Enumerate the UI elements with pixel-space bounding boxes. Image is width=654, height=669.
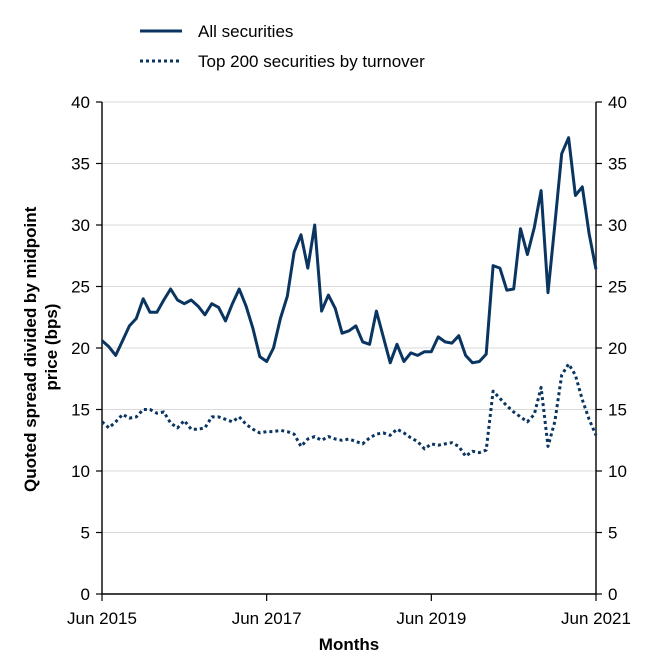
axes bbox=[96, 101, 602, 601]
x-tick-label-72: Jun 2021 bbox=[561, 609, 631, 628]
y-tick-label-left-40: 40 bbox=[71, 93, 90, 112]
legend-label-top-200: Top 200 securities by turnover bbox=[198, 52, 425, 71]
x-tick-label-0: Jun 2015 bbox=[67, 609, 137, 628]
y-tick-label-left-0: 0 bbox=[81, 585, 90, 604]
y-tick-label-left-30: 30 bbox=[71, 216, 90, 235]
y-tick-label-right-10: 10 bbox=[608, 462, 627, 481]
y-tick-label-right-40: 40 bbox=[608, 93, 627, 112]
x-axis-title: Months bbox=[319, 635, 379, 654]
y-tick-label-left-25: 25 bbox=[71, 278, 90, 297]
x-tick-label-48: Jun 2019 bbox=[396, 609, 466, 628]
y-tick-label-right-15: 15 bbox=[608, 401, 627, 420]
tick-labels: 0 0 5 5 10 10 15 15 20 20 25 25 30 30 35 35 40 40 Jun 2015… bbox=[67, 93, 631, 628]
y-tick-label-right-25: 25 bbox=[608, 278, 627, 297]
legend: All securities Top 200 securities by tur… bbox=[140, 22, 425, 71]
y-tick-label-right-5: 5 bbox=[608, 524, 617, 543]
series-lines bbox=[100, 136, 598, 458]
y-tick-label-right-20: 20 bbox=[608, 339, 627, 358]
y-tick-label-left-35: 35 bbox=[71, 155, 90, 174]
y-tick-label-left-10: 10 bbox=[71, 462, 90, 481]
y-tick-label-right-35: 35 bbox=[608, 155, 627, 174]
y-tick-label-right-0: 0 bbox=[608, 585, 617, 604]
y-tick-label-left-20: 20 bbox=[71, 339, 90, 358]
y-axis-title-line-2: price (bps) bbox=[42, 304, 61, 391]
y-tick-label-left-5: 5 bbox=[81, 524, 90, 543]
y-tick-label-left-15: 15 bbox=[71, 401, 90, 420]
series-line-top-200-securities bbox=[101, 362, 598, 458]
y-tick-label-right-30: 30 bbox=[608, 216, 627, 235]
y-axis-title-line-1: Quoted spread divided by midpoint bbox=[21, 206, 40, 492]
series-line-all-securities bbox=[100, 136, 598, 365]
y-axis-title: Quoted spread divided by midpoint price … bbox=[21, 202, 61, 492]
legend-label-all-securities: All securities bbox=[198, 22, 293, 41]
gridlines bbox=[102, 101, 596, 533]
x-tick-label-24: Jun 2017 bbox=[232, 609, 302, 628]
